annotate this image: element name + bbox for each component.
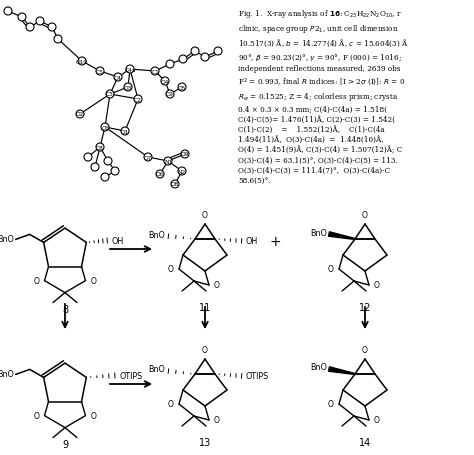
Text: C3: C3	[106, 92, 114, 97]
Polygon shape	[328, 233, 355, 240]
Circle shape	[26, 24, 34, 32]
Text: O: O	[168, 399, 174, 409]
Polygon shape	[328, 367, 355, 374]
Circle shape	[106, 91, 114, 99]
Text: O: O	[91, 411, 96, 420]
Text: BnO: BnO	[148, 365, 165, 374]
Text: O: O	[328, 399, 334, 409]
Text: C9: C9	[166, 92, 174, 97]
Text: 12: 12	[359, 302, 371, 312]
Circle shape	[84, 154, 92, 162]
Text: 8: 8	[62, 304, 68, 314]
Circle shape	[18, 14, 26, 22]
Text: O4: O4	[161, 79, 169, 84]
Text: O3: O3	[124, 86, 132, 90]
Circle shape	[101, 124, 109, 131]
Circle shape	[124, 84, 132, 92]
Circle shape	[78, 58, 86, 66]
Text: OTIPS: OTIPS	[119, 371, 143, 380]
Text: O: O	[374, 415, 380, 425]
Text: O: O	[362, 345, 368, 354]
Text: N1: N1	[164, 159, 172, 164]
Circle shape	[161, 78, 169, 86]
Circle shape	[76, 111, 84, 119]
Text: O: O	[362, 211, 368, 219]
Text: OTIPS: OTIPS	[246, 372, 269, 381]
Text: BnO: BnO	[148, 230, 165, 239]
Circle shape	[134, 96, 142, 104]
Text: O: O	[34, 411, 39, 420]
Text: 14: 14	[359, 437, 371, 447]
Text: O6: O6	[156, 172, 164, 177]
Text: 11: 11	[199, 302, 211, 312]
Circle shape	[96, 68, 104, 76]
Text: O: O	[202, 211, 208, 219]
Text: O1: O1	[121, 129, 129, 134]
Text: C6: C6	[101, 125, 109, 130]
Text: BnO: BnO	[0, 369, 14, 378]
Circle shape	[201, 54, 209, 62]
Circle shape	[191, 48, 199, 56]
Text: BnO: BnO	[310, 228, 327, 237]
Text: O8: O8	[171, 182, 179, 187]
Text: O: O	[202, 345, 208, 354]
Text: 13: 13	[199, 437, 211, 447]
Circle shape	[101, 174, 109, 182]
Circle shape	[48, 24, 56, 32]
Circle shape	[156, 171, 164, 179]
Circle shape	[171, 181, 179, 188]
Text: O: O	[34, 277, 39, 285]
Text: O2: O2	[76, 112, 84, 117]
Circle shape	[214, 48, 222, 56]
Text: O7: O7	[144, 155, 152, 160]
Text: OH: OH	[246, 237, 258, 246]
Circle shape	[166, 61, 174, 69]
Circle shape	[104, 157, 112, 166]
Text: O: O	[374, 281, 380, 290]
Circle shape	[181, 151, 189, 159]
Text: O: O	[328, 265, 334, 274]
Text: C4a: C4a	[124, 67, 136, 72]
Text: C2: C2	[134, 97, 142, 102]
Text: O9: O9	[181, 152, 189, 157]
Circle shape	[121, 128, 129, 136]
Text: O: O	[214, 415, 220, 425]
Text: C5: C5	[96, 69, 104, 74]
Text: O10: O10	[76, 59, 88, 64]
Circle shape	[96, 144, 104, 152]
Circle shape	[178, 84, 186, 92]
Circle shape	[126, 66, 134, 74]
Circle shape	[36, 18, 44, 26]
Circle shape	[54, 36, 62, 44]
Circle shape	[111, 167, 119, 176]
Circle shape	[114, 74, 122, 82]
Text: C4: C4	[114, 76, 122, 81]
Text: O5: O5	[178, 86, 186, 90]
Circle shape	[164, 157, 172, 166]
Text: C8: C8	[96, 145, 104, 150]
Text: Fig. 1.  X-ray analysis of $\mathbf{16}$: C$_{23}$H$_{22}$N$_2$O$_{10}$, r
clini: Fig. 1. X-ray analysis of $\mathbf{16}$:…	[238, 8, 409, 185]
Text: O: O	[91, 277, 96, 285]
Text: +: +	[269, 234, 281, 248]
Circle shape	[166, 91, 174, 99]
Circle shape	[178, 167, 186, 176]
Text: 9: 9	[62, 439, 68, 449]
Text: OH: OH	[111, 237, 124, 245]
Text: BnO: BnO	[0, 234, 14, 243]
Text: BnO: BnO	[310, 363, 327, 372]
Circle shape	[4, 8, 12, 16]
Text: O: O	[214, 281, 220, 290]
Text: N2: N2	[178, 169, 186, 174]
Circle shape	[151, 68, 159, 76]
Text: C1: C1	[151, 69, 159, 74]
Circle shape	[144, 154, 152, 162]
Circle shape	[91, 164, 99, 172]
Text: O: O	[168, 265, 174, 274]
Circle shape	[179, 56, 187, 64]
